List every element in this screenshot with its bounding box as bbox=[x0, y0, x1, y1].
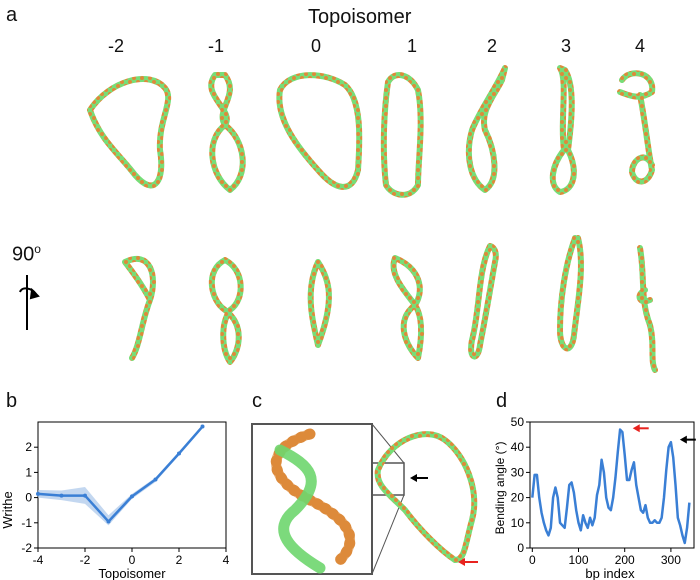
x-tick-label: -2 bbox=[80, 553, 91, 567]
x-tick-label: 0 bbox=[129, 553, 136, 567]
y-tick-label: 1 bbox=[25, 465, 32, 479]
rotation-label: 90o bbox=[12, 242, 41, 267]
zoom-connector bbox=[371, 423, 405, 464]
y-tick-label: 0 bbox=[25, 491, 32, 505]
plot-frame bbox=[529, 421, 695, 549]
topoisomer-4-top bbox=[617, 70, 656, 185]
topoisomer-0-bottom bbox=[307, 259, 332, 348]
black-arrow-head bbox=[679, 435, 687, 444]
series-line bbox=[531, 428, 691, 545]
red-arrow-head bbox=[632, 424, 640, 433]
topoisomer-label: 0 bbox=[310, 36, 321, 56]
data-point bbox=[177, 451, 181, 456]
error-band bbox=[38, 425, 203, 526]
y-tick-label: 2 bbox=[25, 440, 32, 454]
topoisomer-2-top bbox=[465, 65, 508, 193]
topoisomer-0-top bbox=[276, 72, 363, 190]
data-point bbox=[200, 424, 205, 429]
topoisomer-minus2-top bbox=[87, 76, 172, 189]
panel-a-title: Topoisomer bbox=[308, 6, 412, 28]
y-tick-label: 30 bbox=[511, 465, 525, 479]
topoisomer-2-bottom bbox=[468, 243, 499, 360]
topoisomer-label: 2 bbox=[486, 36, 497, 56]
topoisomer-minus1-bottom bbox=[208, 257, 244, 365]
topoisomer-label: -2 bbox=[107, 36, 124, 56]
zoom-connector bbox=[371, 494, 405, 575]
topoisomer-minus1-top bbox=[208, 72, 246, 193]
y-tick-label: -1 bbox=[21, 516, 32, 530]
x-tick-label: 0 bbox=[529, 553, 536, 567]
bending-angle-chart: Bending angle (°) bp index 0 100 200 300 0 10… bbox=[493, 415, 696, 580]
y-tick-label: 10 bbox=[511, 516, 525, 530]
x-tick-label: 4 bbox=[223, 553, 230, 567]
topoisomer-3-top bbox=[549, 65, 577, 195]
dna-loop bbox=[374, 431, 478, 564]
black-arrow-icon bbox=[410, 474, 428, 482]
dna-zoom-panel bbox=[251, 423, 478, 575]
data-point bbox=[83, 493, 87, 498]
data-point bbox=[36, 491, 40, 496]
data-point bbox=[153, 477, 158, 482]
x-tick-label: 2 bbox=[176, 553, 183, 567]
topoisomer-label: -1 bbox=[207, 36, 224, 56]
plot-frame bbox=[37, 421, 227, 549]
data-point bbox=[106, 519, 111, 524]
topoisomer-label: 4 bbox=[634, 36, 645, 56]
y-tick-label: 0 bbox=[517, 541, 524, 555]
zoom-inset-helix bbox=[270, 428, 356, 574]
topoisomer-minus2-bottom bbox=[122, 256, 156, 361]
chart-d-ylabel: Bending angle (°) bbox=[493, 442, 507, 535]
degree-mark: o bbox=[34, 242, 41, 256]
rotation-axis-icon bbox=[19, 275, 40, 330]
topoisomer-label: 1 bbox=[406, 36, 417, 56]
topoisomer-4-bottom bbox=[636, 245, 658, 373]
series-line bbox=[37, 425, 204, 523]
topoisomer-3-bottom bbox=[557, 235, 584, 352]
x-tick-label: 100 bbox=[568, 553, 588, 567]
y-tick-label: 20 bbox=[511, 491, 525, 505]
x-tick-label: -4 bbox=[33, 553, 44, 567]
topoisomer-label: 3 bbox=[560, 36, 571, 56]
data-point bbox=[130, 494, 134, 499]
panel-label-d: d bbox=[496, 390, 508, 412]
panel-label-b: b bbox=[6, 390, 18, 412]
panel-label-a: a bbox=[6, 4, 18, 26]
topoisomer-1-bottom bbox=[390, 255, 424, 361]
rotation-angle: 90 bbox=[12, 243, 35, 266]
x-tick-label: 300 bbox=[661, 553, 681, 567]
chart-b-xlabel: Topoisomer bbox=[98, 566, 166, 580]
dna-structures bbox=[19, 65, 658, 373]
y-tick-label: 50 bbox=[511, 415, 525, 429]
data-point bbox=[59, 493, 64, 498]
panel-label-c: c bbox=[252, 390, 262, 412]
y-tick-label: -2 bbox=[21, 541, 32, 555]
topoisomer-1-top bbox=[380, 72, 424, 198]
y-tick-label: 40 bbox=[511, 440, 525, 454]
x-tick-label: 200 bbox=[615, 553, 635, 567]
chart-d-xlabel: bp index bbox=[585, 566, 635, 580]
chart-b-ylabel: Writhe bbox=[0, 491, 15, 528]
red-arrow-icon bbox=[458, 558, 478, 566]
